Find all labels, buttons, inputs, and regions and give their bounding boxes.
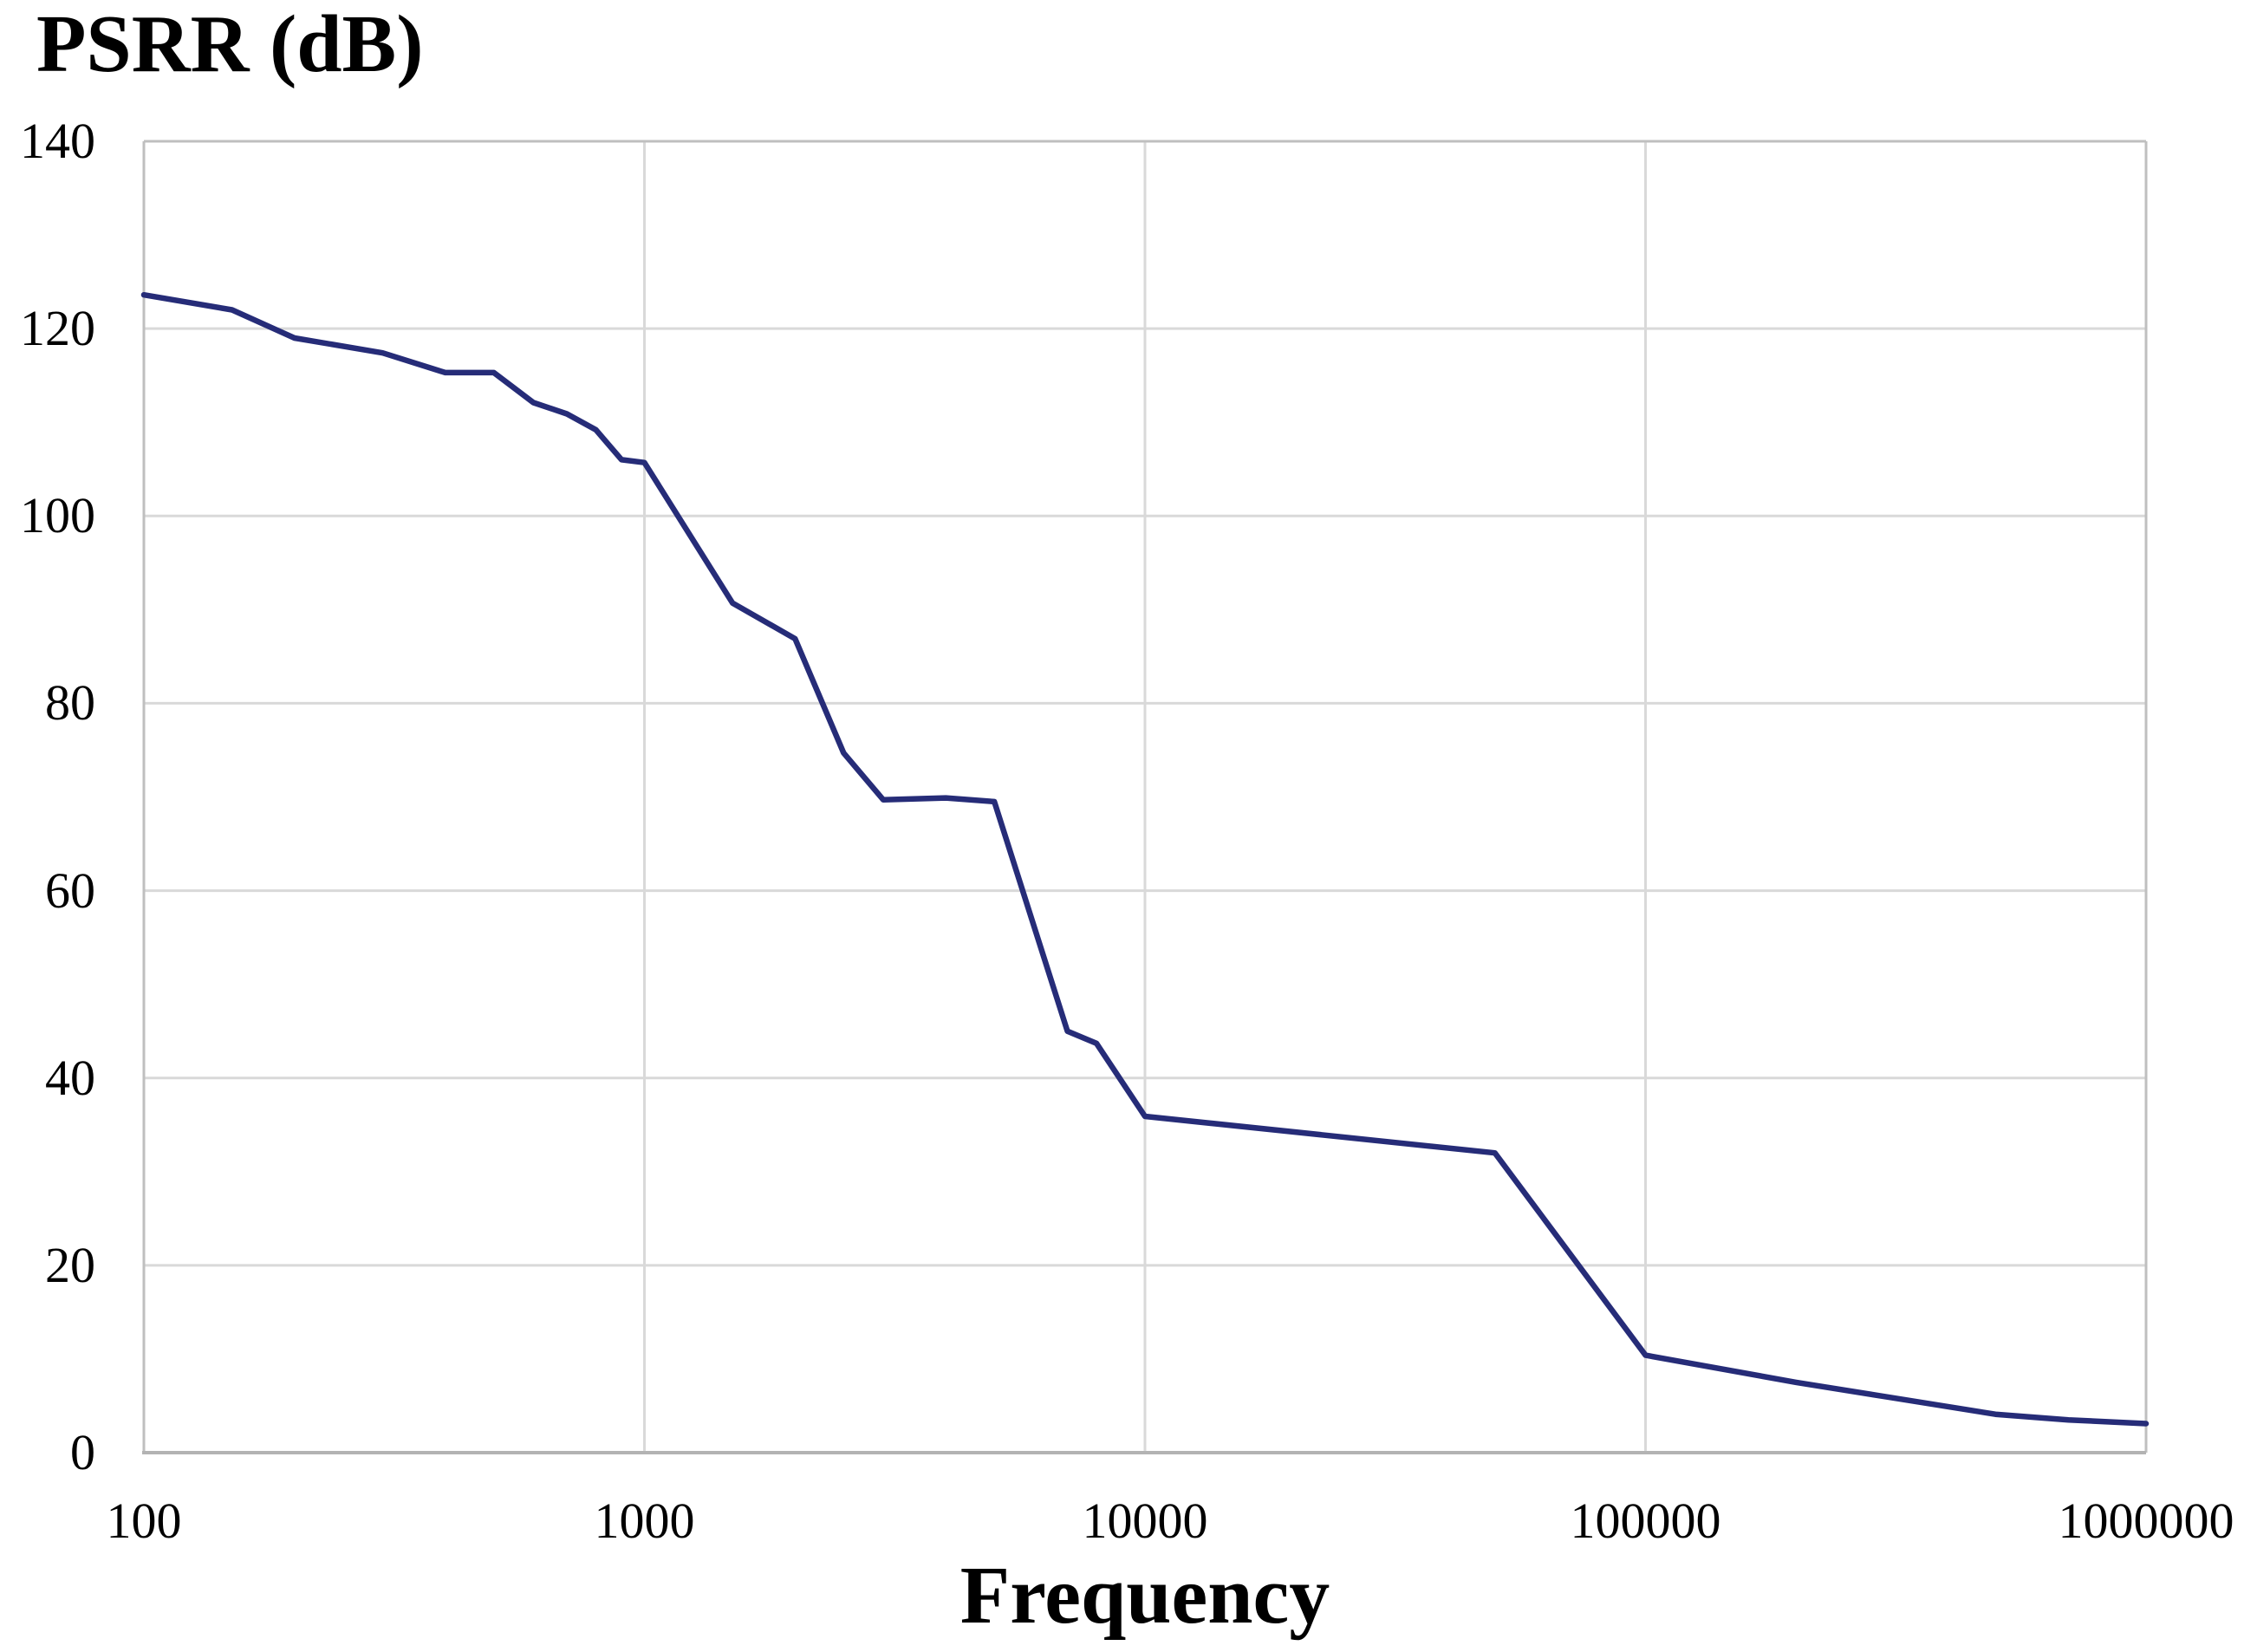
- y-tick-label: 120: [20, 300, 95, 357]
- y-tick-label: 60: [45, 862, 95, 919]
- x-tick-label: 100000: [1570, 1493, 1721, 1549]
- psrr-line-series: [140, 291, 2150, 1427]
- x-tick-label: 1000: [594, 1493, 695, 1549]
- y-tick-label: 0: [70, 1424, 95, 1480]
- y-tick-label: 40: [45, 1049, 95, 1106]
- y-tick-label: 80: [45, 674, 95, 732]
- chart-title: PSRR (dB): [36, 0, 424, 89]
- plot-border: [142, 140, 2148, 1454]
- x-tick-label: 1000000: [2058, 1493, 2234, 1549]
- x-axis-title: Frequency: [959, 1551, 1330, 1641]
- x-tick-label: 10000: [1082, 1493, 1208, 1549]
- x-tick-label: 100: [106, 1493, 182, 1549]
- y-tick-label: 20: [45, 1236, 95, 1293]
- y-tick-label: 140: [20, 113, 95, 169]
- psrr-line: [140, 291, 2150, 1427]
- gridlines: [144, 141, 2146, 1453]
- y-tick-label: 100: [20, 487, 95, 544]
